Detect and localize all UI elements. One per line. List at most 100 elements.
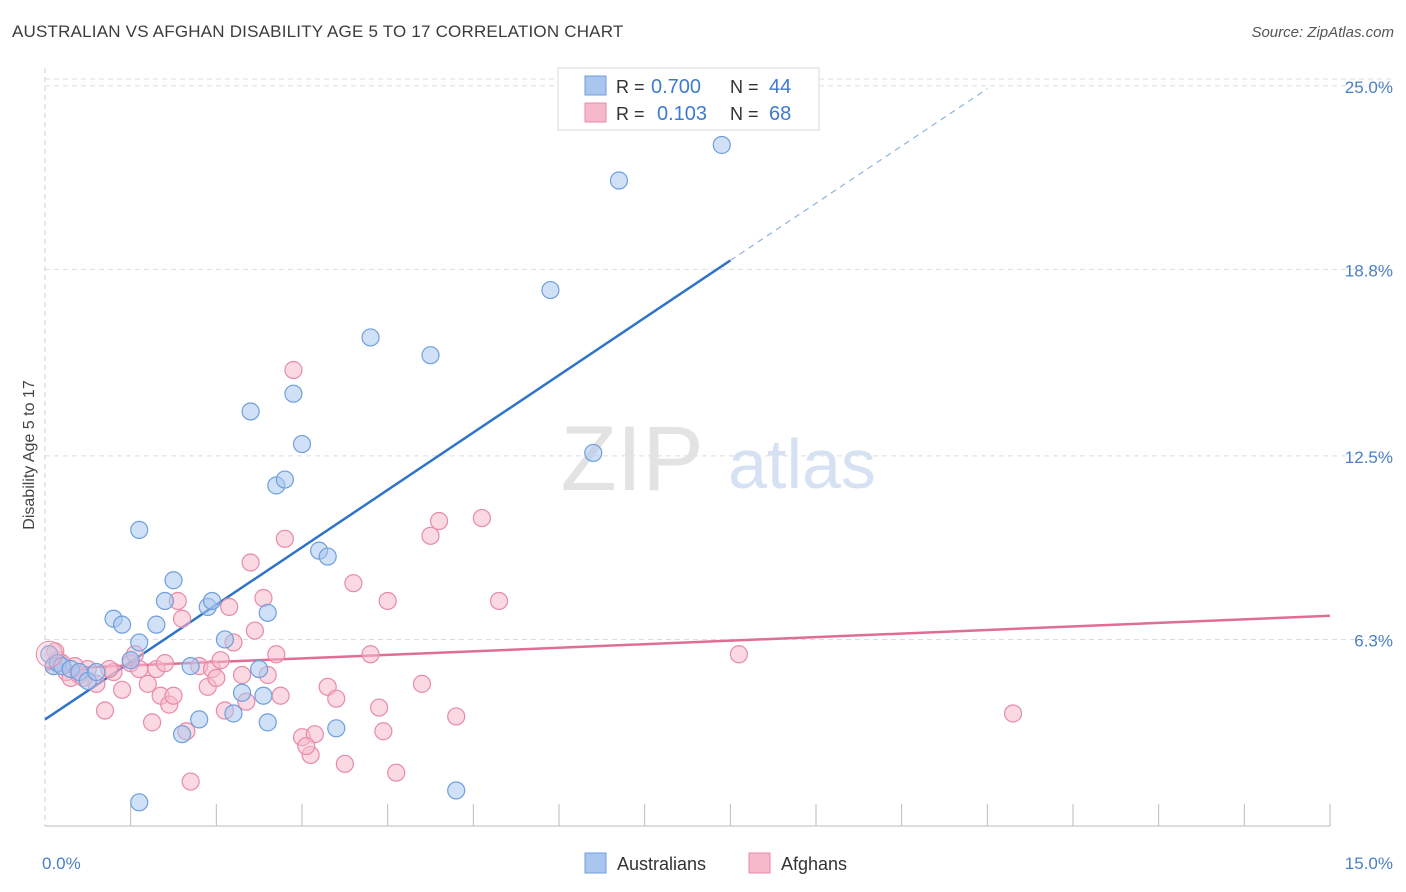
y-tick-label: 25.0%	[1345, 78, 1393, 97]
y-tick-label: 18.8%	[1345, 261, 1393, 280]
afghan-point	[1003, 704, 1023, 723]
afghan-point	[378, 591, 397, 611]
australian-point	[361, 328, 380, 347]
legend-r-value: 0.700	[651, 76, 701, 98]
australian-point	[224, 704, 243, 723]
afghan-point	[370, 698, 389, 717]
legend-swatch-afghans	[584, 102, 607, 123]
afghan-point	[211, 651, 230, 670]
afghan-point	[245, 621, 264, 640]
trend-lines	[44, 88, 1331, 721]
bottom-legend: Australians Afghans	[584, 852, 847, 874]
australian-point	[421, 346, 440, 365]
x-tick-label: 0.0%	[42, 854, 81, 873]
watermark-zip: ZIP	[560, 408, 703, 510]
afghan-point	[164, 686, 183, 705]
australian-point	[292, 434, 312, 454]
data-points	[35, 135, 1023, 812]
afghan-point	[729, 645, 749, 664]
afghan-point	[429, 511, 449, 531]
bottom-legend-swatch-afghans	[748, 852, 771, 874]
australians-trend-line	[44, 259, 732, 721]
australians-trend-extension	[729, 88, 988, 261]
afghan-point	[387, 763, 406, 782]
australian-point	[164, 571, 183, 590]
afghan-point	[267, 645, 286, 664]
australian-point	[130, 520, 149, 540]
australian-point	[172, 725, 192, 744]
legend-n-value: 44	[769, 76, 791, 98]
legend-n-label: N =	[730, 104, 759, 124]
australian-point	[241, 402, 260, 421]
australian-point	[541, 280, 560, 300]
legend-n-label: N =	[730, 77, 759, 97]
afghan-point	[374, 722, 393, 741]
source-label: Source: ZipAtlas.com	[1251, 24, 1394, 41]
australian-point	[130, 793, 149, 812]
bottom-legend-afghans: Afghans	[781, 854, 847, 874]
chart-title: AUSTRALIAN VS AFGHAN DISABILITY AGE 5 TO…	[12, 22, 624, 41]
australian-point	[712, 135, 731, 155]
legend-n-value: 68	[769, 103, 791, 125]
afghan-point	[271, 686, 290, 705]
afghan-point	[142, 713, 162, 732]
australian-point	[232, 683, 252, 702]
afghan-point	[112, 680, 132, 699]
australian-point	[250, 659, 269, 679]
watermark-atlas: atlas	[728, 425, 876, 503]
afghan-point	[284, 360, 303, 380]
australian-point	[284, 384, 303, 403]
afghan-point	[155, 654, 175, 673]
australian-point	[258, 603, 277, 622]
australian-point	[258, 713, 277, 732]
afghan-point	[172, 609, 192, 628]
australian-point	[275, 470, 294, 489]
afghan-point	[138, 674, 157, 693]
afghan-point	[95, 701, 115, 720]
australian-point	[112, 615, 132, 634]
y-axis-label: Disability Age 5 to 17	[21, 380, 38, 530]
afghan-point-cluster	[35, 640, 63, 668]
afghan-point	[412, 674, 432, 693]
afghan-point	[275, 529, 294, 548]
australian-point	[87, 662, 106, 682]
australian-point	[130, 633, 149, 652]
australian-point	[155, 591, 175, 611]
y-tick-label: 12.5%	[1345, 448, 1393, 467]
legend-swatch-australians	[584, 75, 607, 96]
y-tick-labels: 6.3% 12.5% 18.8% 25.0%	[1345, 78, 1393, 651]
afghan-point	[220, 597, 239, 616]
afghan-point	[232, 665, 252, 685]
australian-point	[327, 719, 346, 738]
legend-r-value: 0.103	[657, 103, 707, 125]
legend-r-label: R =	[616, 77, 645, 97]
afghan-point	[297, 736, 316, 756]
australian-point	[190, 710, 209, 729]
australian-point	[254, 686, 273, 705]
australian-point	[147, 615, 166, 634]
axes	[44, 68, 1331, 827]
bottom-legend-australians: Australians	[617, 854, 706, 874]
x-tick-label: 15.0%	[1345, 854, 1393, 873]
afghan-point	[327, 689, 346, 708]
australian-point	[121, 651, 140, 670]
afghan-point	[241, 553, 260, 572]
australian-point	[318, 547, 337, 566]
afghan-point	[421, 526, 440, 545]
australian-point	[609, 171, 629, 190]
afghan-point	[344, 574, 363, 593]
australian-point	[584, 443, 603, 463]
afghan-point	[207, 668, 226, 688]
australian-point	[202, 591, 222, 611]
afghan-point	[447, 707, 466, 726]
afghan-point	[472, 508, 491, 528]
afghan-point	[489, 591, 509, 611]
bottom-legend-swatch-australians	[584, 852, 607, 874]
x-tick-labels: 0.0% 15.0%	[42, 854, 1393, 873]
afghan-point	[181, 772, 200, 791]
australian-point	[215, 630, 234, 649]
y-tick-label: 6.3%	[1354, 631, 1393, 650]
afghan-point	[361, 645, 380, 664]
legend-r-label: R =	[616, 104, 645, 124]
